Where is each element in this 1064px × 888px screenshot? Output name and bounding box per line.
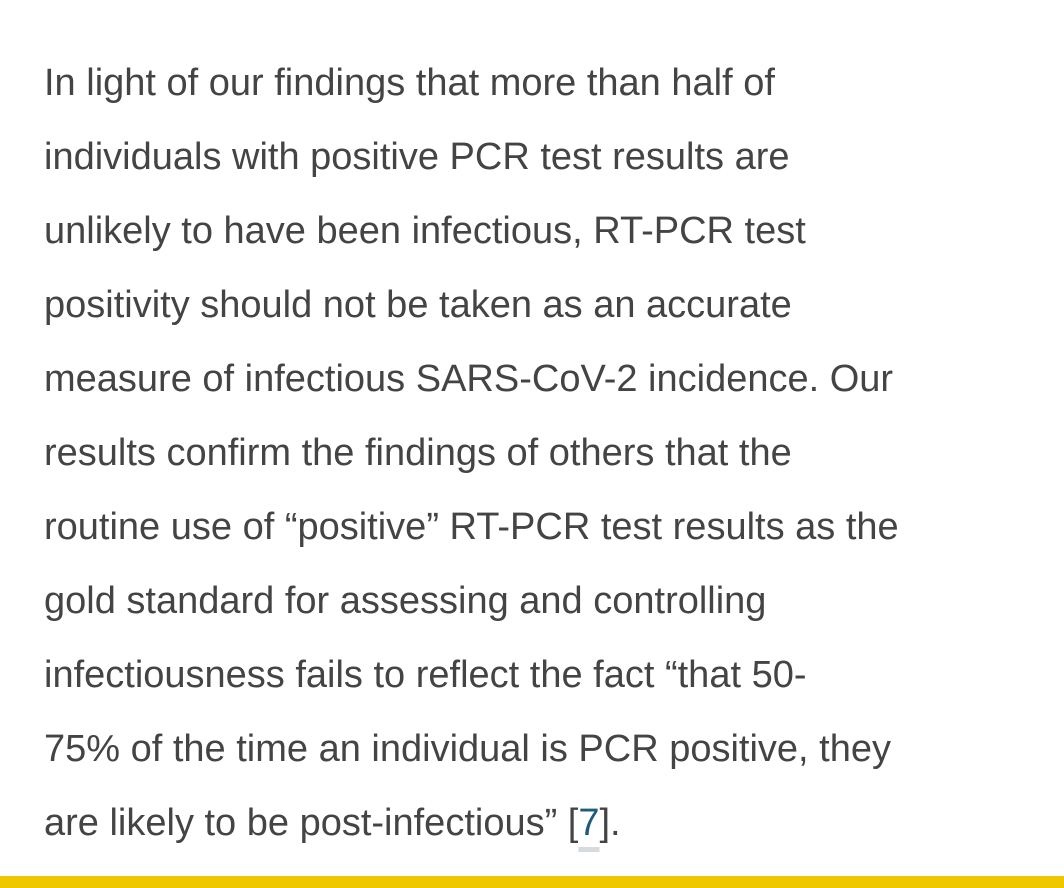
paragraph-line: results confirm the findings of others t… xyxy=(44,432,792,474)
paragraph-line: positivity should not be taken as an acc… xyxy=(44,284,792,326)
reference-link[interactable]: 7 xyxy=(578,802,600,844)
paragraph-line: infectiousness fails to reflect the fact… xyxy=(44,654,807,696)
paragraph-line: routine use of “positive” RT-PCR test re… xyxy=(44,506,899,548)
paragraph-last-line: are likely to be post-infectious” [7]. xyxy=(44,786,1044,860)
paragraph-line: measure of infectious SARS-CoV-2 inciden… xyxy=(44,358,894,400)
paragraph-line: In light of our findings that more than … xyxy=(44,62,775,104)
paragraph-line: individuals with positive PCR test resul… xyxy=(44,136,790,178)
paragraph-line: unlikely to have been infectious, RT-PCR… xyxy=(44,210,806,252)
article-paragraph: In light of our findings that more than … xyxy=(44,46,1044,860)
last-line-text: are likely to be post-infectious” [ xyxy=(44,802,579,844)
paragraph-line: 75% of the time an individual is PCR pos… xyxy=(44,728,891,770)
last-line-suffix: ]. xyxy=(599,802,621,844)
accent-bar xyxy=(0,876,1064,888)
paragraph-line: gold standard for assessing and controll… xyxy=(44,580,767,622)
